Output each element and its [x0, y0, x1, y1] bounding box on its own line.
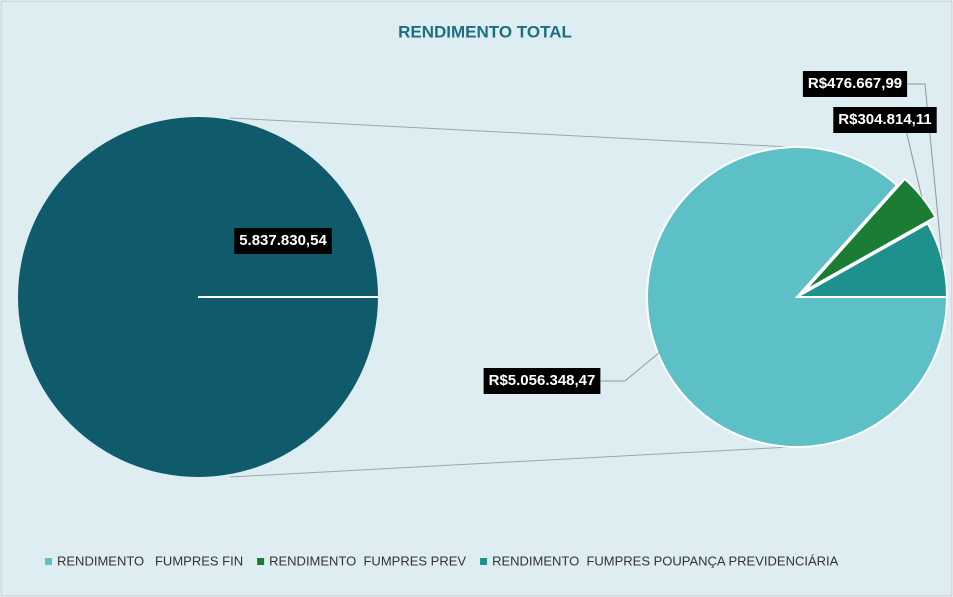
- leader-line: [907, 83, 943, 259]
- data-label: R$5.056.348,47: [489, 372, 596, 389]
- legend-swatch: [257, 558, 265, 565]
- pie-slice: [646, 146, 949, 448]
- legend-label: RENDIMENTO FUMPRES POUPANÇA PREVIDENCIÁR…: [492, 553, 839, 568]
- label-box: [483, 368, 601, 394]
- data-label: R$304.814,11: [838, 111, 931, 128]
- label-box: [802, 71, 908, 97]
- chart-title: RENDIMENTO TOTAL: [398, 22, 572, 41]
- leader-line: [600, 351, 661, 382]
- legend-label: RENDIMENTO FUMPRES PREV: [269, 553, 466, 568]
- label-box: [234, 228, 332, 254]
- connector: [229, 446, 791, 478]
- label-box: [833, 107, 937, 133]
- data-label: 5.837.830,54: [239, 232, 327, 249]
- pie-slice: [804, 177, 937, 292]
- legend-swatch: [45, 558, 52, 565]
- data-label: R$476.667,99: [808, 75, 902, 92]
- legend-swatch: [480, 558, 488, 565]
- legend-label: RENDIMENTO FUMPRES FIN: [57, 553, 243, 568]
- leader-line: [906, 132, 923, 197]
- connector: [229, 117, 791, 148]
